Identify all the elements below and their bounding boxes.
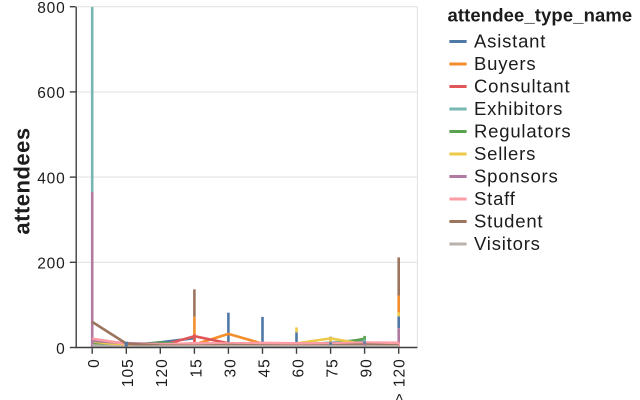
svg-text:45: 45 (256, 358, 273, 377)
svg-text:Visitors: Visitors (474, 233, 541, 254)
svg-text:> 120: > 120 (392, 358, 409, 400)
svg-text:800: 800 (37, 0, 65, 17)
svg-text:400: 400 (37, 170, 65, 187)
svg-text:Exhibitors: Exhibitors (474, 98, 563, 119)
svg-text:Staff: Staff (474, 188, 516, 209)
svg-text:Sellers: Sellers (474, 143, 536, 164)
svg-text:105: 105 (120, 358, 137, 387)
svg-text:15: 15 (188, 358, 205, 377)
svg-text:Consultant: Consultant (474, 76, 570, 97)
svg-text:Student: Student (474, 211, 543, 232)
svg-text:Regulators: Regulators (474, 121, 571, 142)
svg-text:Asistant: Asistant (474, 31, 546, 52)
svg-text:attendee_type_name: attendee_type_name (448, 5, 633, 26)
svg-text:0: 0 (86, 358, 103, 368)
svg-text:200: 200 (37, 256, 65, 273)
svg-text:90: 90 (359, 358, 376, 377)
svg-text:30: 30 (222, 358, 239, 377)
svg-text:120: 120 (154, 358, 171, 387)
svg-text:75: 75 (325, 358, 342, 377)
svg-text:0: 0 (56, 341, 65, 358)
svg-text:60: 60 (290, 358, 307, 377)
svg-text:Sponsors: Sponsors (474, 166, 559, 187)
svg-text:Buyers: Buyers (474, 53, 536, 74)
svg-text:attendees: attendees (10, 127, 35, 234)
svg-text:600: 600 (37, 85, 65, 102)
